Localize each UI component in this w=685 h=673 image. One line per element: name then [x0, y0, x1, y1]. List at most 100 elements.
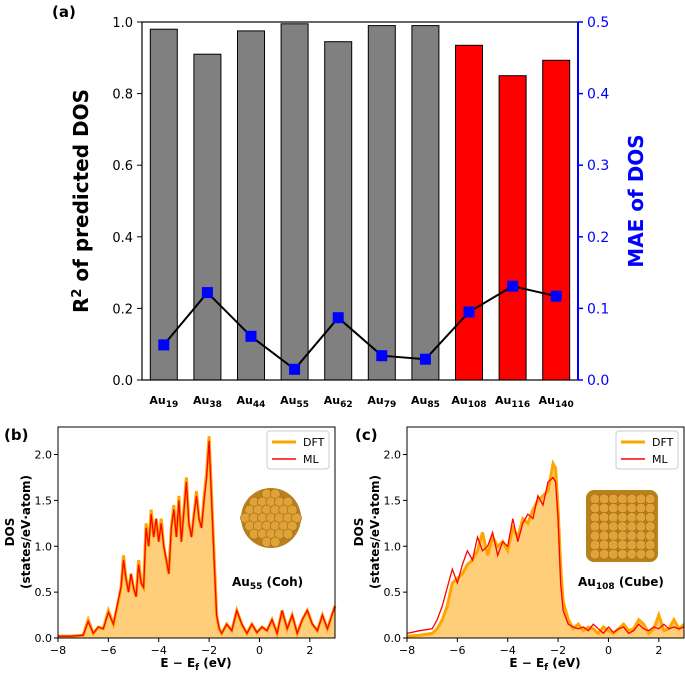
atom	[617, 539, 628, 551]
x-tick-label: −2	[550, 644, 566, 657]
dos-b-ml-line	[58, 440, 336, 637]
panel-b-y-title-line2: (states/eV·atom)	[19, 475, 33, 589]
atom	[608, 530, 619, 542]
atom	[589, 548, 601, 560]
left-y-axis-title: R2 of predicted DOS	[69, 89, 93, 313]
mae-line	[163, 285, 557, 371]
x-tick-label: 0	[256, 644, 263, 657]
atom	[626, 502, 638, 514]
atom	[635, 521, 647, 532]
r2-bar-Au79	[367, 25, 396, 381]
atom	[598, 548, 610, 560]
atom	[644, 548, 656, 560]
atom	[617, 502, 628, 514]
atom	[626, 521, 638, 532]
atom	[589, 539, 601, 551]
au108-atoms	[589, 493, 656, 560]
r2-bar-Au55	[280, 23, 309, 381]
atom	[589, 521, 601, 532]
right-y-tick-label: 0.0	[587, 373, 609, 389]
category-label-Au116: Au116	[495, 394, 530, 410]
category-labels: Au19 Au38 Au44 Au55 Au62 Au79 Au85 Au108 Au116 Au…	[149, 394, 573, 410]
mae-marker-Au140	[550, 290, 562, 302]
legend-c: DFT ML	[615, 430, 679, 470]
right-y-tick-label: 0.2	[587, 230, 609, 246]
left-y-tick-label: 0.2	[112, 302, 133, 317]
panel-c-label: (c)	[355, 426, 378, 444]
mae-marker-Au55	[289, 363, 301, 375]
panel-a: (a) 0.00.20.40.60.81.0 0.00.10.20.30.40.…	[52, 3, 648, 410]
r2-bar-Au116	[498, 75, 527, 381]
panel-b-label: (b)	[4, 426, 28, 444]
cluster-image-b	[240, 488, 302, 548]
panel-b-y-title-line1: DOS	[3, 518, 17, 547]
mae-marker-Au79	[376, 350, 388, 362]
mae-markers	[158, 280, 562, 375]
mae-marker-Au108	[463, 306, 475, 318]
panel-c-y-title-line2: (states/eV·atom)	[368, 475, 382, 589]
panel-c-ticks: −8 −6 −4 −2 0 2 0.0 0.5 1.0 1.5 2.0	[384, 449, 663, 657]
mae-marker-Au44	[245, 330, 257, 342]
x-tick-label: 2	[655, 644, 662, 657]
r2-bar-Au85	[411, 25, 440, 381]
left-y-tick-label: 1.0	[112, 16, 133, 31]
x-tick-label: 0	[605, 644, 612, 657]
atom	[635, 493, 647, 505]
legend-b: DFT ML	[266, 430, 330, 470]
category-label-Au55: Au55	[280, 394, 309, 410]
atom	[644, 530, 656, 542]
atom	[644, 493, 656, 505]
left-y-tick-label: 0.0	[112, 374, 133, 389]
category-label-Au85: Au85	[411, 394, 440, 410]
category-label-Au62: Au62	[324, 394, 353, 410]
y-tick-label: 1.5	[35, 494, 53, 507]
panel-b-ticks: −8 −6 −4 −2 0 2 0.0 0.5 1.0 1.5 2.0	[35, 449, 314, 657]
panel-c-x-title: E − Ef (eV)	[509, 656, 580, 673]
mae-marker-Au85	[419, 353, 431, 365]
cluster-label-c: Au108 (Cube)	[578, 575, 664, 592]
atom	[626, 493, 638, 505]
panel-b: (b) −8 −6 −4 −2 0 2 0.0 0.5 1.0 1.5 2.0 Au55 (Coh)…	[3, 426, 337, 673]
right-y-tick-label: 0.4	[587, 87, 609, 103]
atom	[635, 502, 647, 514]
category-label-Au44: Au44	[237, 394, 266, 410]
mae-marker-Au62	[332, 312, 344, 324]
atom	[617, 521, 628, 532]
right-y-tick-label: 0.5	[587, 15, 609, 31]
atom	[644, 502, 656, 514]
atom	[608, 539, 619, 551]
cluster-image-c	[586, 490, 658, 562]
atom	[608, 493, 619, 505]
atom	[635, 539, 647, 551]
dos-c-ml-line	[406, 476, 685, 635]
category-label-Au19: Au19	[149, 394, 178, 410]
atom	[617, 530, 628, 542]
atom	[626, 530, 638, 542]
r2-bar-Au108	[455, 44, 483, 381]
atom	[635, 548, 647, 560]
plot-frame-c	[406, 426, 685, 639]
legend-b-ml-label: ML	[303, 453, 319, 466]
left-y-ticks: 0.0 0.2 0.4 0.6 0.8 1.0	[112, 16, 142, 389]
y-tick-label: 1.0	[384, 540, 402, 553]
mae-marker-Au38	[201, 287, 213, 299]
atom	[635, 512, 647, 523]
dos-c-dft-line	[406, 459, 685, 638]
x-tick-label: −6	[100, 644, 116, 657]
atom	[589, 493, 601, 505]
mae-marker-Au19	[158, 339, 170, 351]
panel-c: (c) −8 −6 −4 −2 0 2 0.0 0.5 1.0 1.5 2.0 Au108 (Cub…	[352, 426, 685, 673]
atom	[269, 536, 281, 548]
mae-marker-Au116	[507, 280, 519, 292]
right-y-tick-label: 0.3	[587, 158, 609, 174]
x-tick-label: −6	[449, 644, 465, 657]
atom	[598, 539, 610, 551]
atom	[644, 539, 656, 551]
r2-bar-Au62	[324, 41, 353, 381]
x-tick-label: −4	[151, 644, 167, 657]
atom	[598, 512, 610, 523]
dos-c-dft-fill	[407, 463, 684, 638]
panel-a-label: (a)	[52, 3, 76, 21]
y-tick-label: 1.5	[384, 494, 402, 507]
legend-c-dft-label: DFT	[652, 436, 674, 449]
